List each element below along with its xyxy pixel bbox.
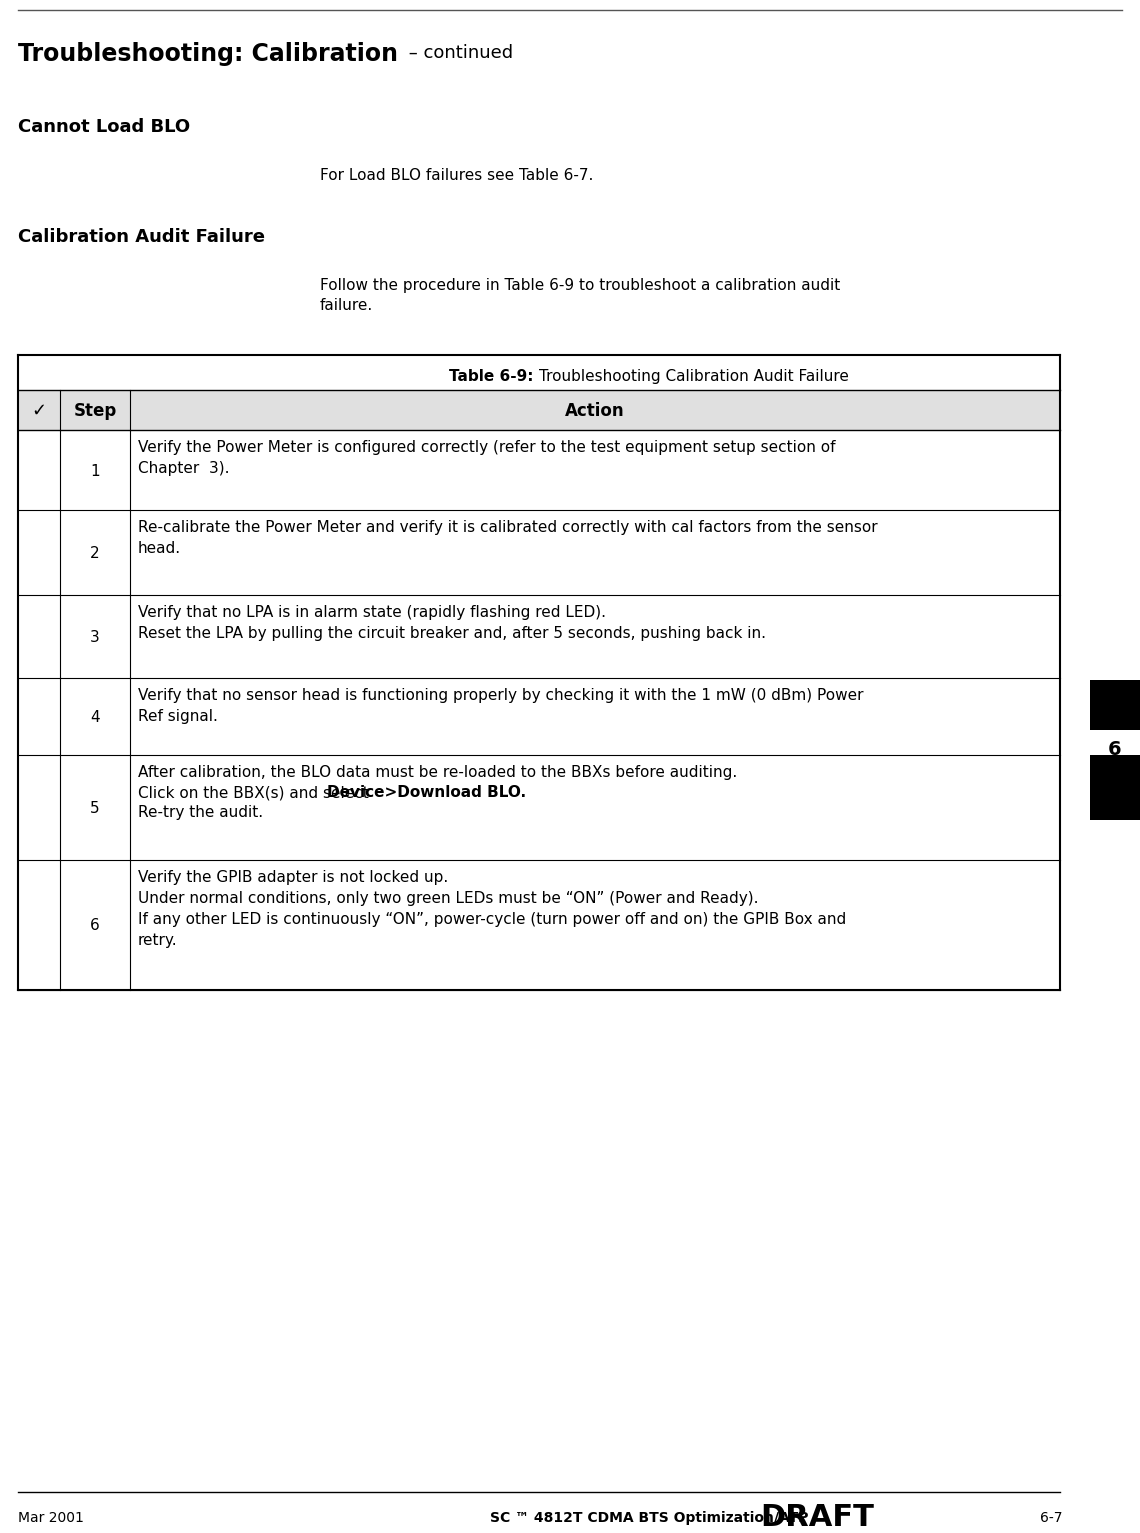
Text: SC ™ 4812T CDMA BTS Optimization/ATP: SC ™ 4812T CDMA BTS Optimization/ATP [490,1512,808,1525]
Text: Troubleshooting: Calibration: Troubleshooting: Calibration [18,41,398,66]
Text: 6: 6 [1108,740,1122,759]
Text: Verify that no sensor head is functioning properly by checking it with the 1 mW : Verify that no sensor head is functionin… [138,688,863,724]
Text: Follow the procedure in Table 6-9 to troubleshoot a calibration audit
failure.: Follow the procedure in Table 6-9 to tro… [320,277,840,313]
Text: 6-7: 6-7 [1040,1512,1062,1525]
Text: 3: 3 [90,630,100,645]
Text: Action: Action [565,402,625,420]
Bar [1090,681,1140,730]
Text: For Load BLO failures see Table 6-7.: For Load BLO failures see Table 6-7. [320,169,594,182]
Text: – continued: – continued [404,44,513,61]
Text: 1: 1 [90,463,100,478]
Text: Device>Download BLO.: Device>Download BLO. [327,785,527,800]
Text: Re-try the audit.: Re-try the audit. [138,805,263,820]
Text: Re-calibrate the Power Meter and verify it is calibrated correctly with cal fact: Re-calibrate the Power Meter and verify … [138,520,878,556]
Text: Verify that no LPA is in alarm state (rapidly flashing red LED).
Reset the LPA b: Verify that no LPA is in alarm state (ra… [138,606,766,641]
Text: After calibration, the BLO data must be re-loaded to the BBXs before auditing.: After calibration, the BLO data must be … [138,765,738,780]
Text: Click on the BBX(s) and select: Click on the BBX(s) and select [138,785,374,800]
Text: Calibration Audit Failure: Calibration Audit Failure [18,228,264,245]
Text: ✓: ✓ [32,402,47,420]
Text: Table 6-9:: Table 6-9: [449,369,539,383]
Text: Mar 2001: Mar 2001 [18,1512,84,1525]
Text: Verify the GPIB adapter is not locked up.
Under normal conditions, only two gree: Verify the GPIB adapter is not locked up… [138,871,846,947]
Text: Troubleshooting Calibration Audit Failure: Troubleshooting Calibration Audit Failur… [539,369,849,383]
Bar [18,389,1060,429]
Text: DRAFT: DRAFT [760,1504,874,1533]
Text: 6: 6 [90,918,100,934]
Text: Cannot Load BLO: Cannot Load BLO [18,118,190,136]
Text: 5: 5 [90,802,100,816]
Text: 2: 2 [90,546,100,561]
Bar [1090,754,1140,820]
Text: Verify the Power Meter is configured correctly (refer to the test equipment setu: Verify the Power Meter is configured cor… [138,440,836,477]
Text: Step: Step [73,402,116,420]
Text: 4: 4 [90,710,100,725]
